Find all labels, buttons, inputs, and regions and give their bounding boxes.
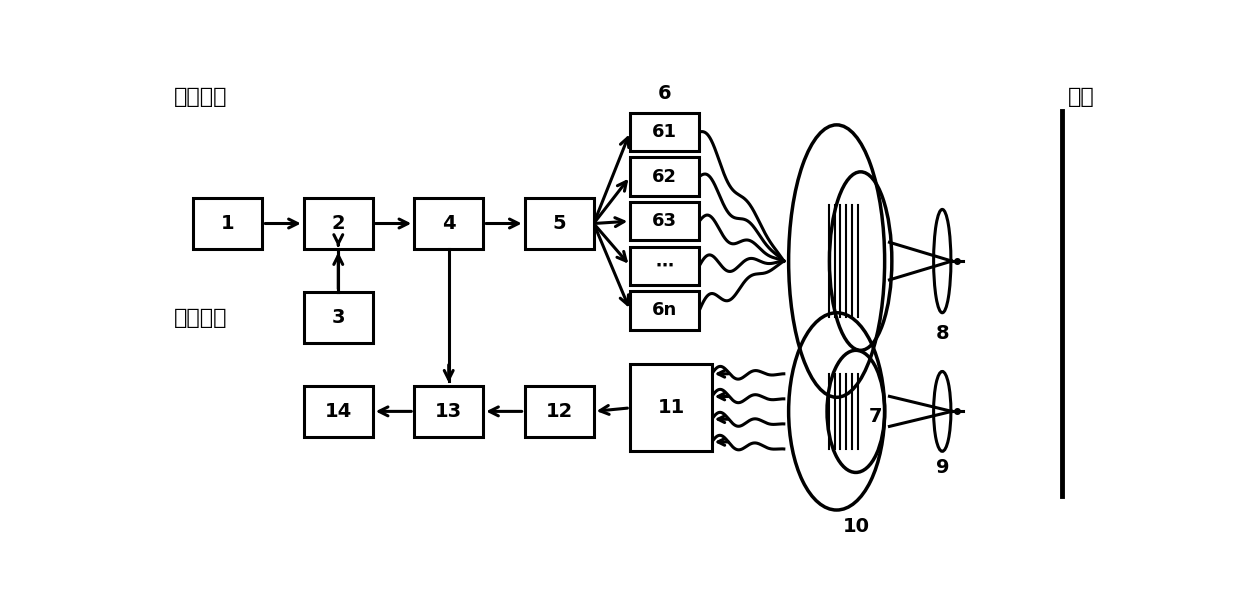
Bar	[631, 157, 699, 196]
Bar	[631, 364, 711, 451]
Bar	[414, 198, 483, 249]
Text: ⋯: ⋯	[655, 257, 674, 274]
Text: 6n: 6n	[652, 301, 678, 320]
Text: 2: 2	[332, 214, 346, 233]
Bar	[524, 198, 593, 249]
Text: 发射系统: 发射系统	[173, 87, 228, 107]
Text: 12: 12	[545, 402, 572, 421]
Bar	[193, 198, 263, 249]
Text: 1: 1	[221, 214, 234, 233]
Text: 4: 4	[442, 214, 456, 233]
Text: 目标: 目标	[1068, 87, 1095, 107]
Text: 9: 9	[935, 458, 949, 478]
Text: 5: 5	[553, 214, 566, 233]
Text: 7: 7	[869, 407, 882, 426]
Text: 接收系统: 接收系统	[173, 308, 228, 328]
Text: 8: 8	[935, 325, 949, 343]
Text: 3: 3	[332, 308, 344, 327]
Text: 14: 14	[325, 402, 352, 421]
Text: 11: 11	[658, 398, 685, 417]
Bar	[524, 386, 593, 437]
Bar	[631, 246, 699, 285]
Text: 6: 6	[658, 84, 672, 103]
Bar	[631, 113, 699, 151]
Bar	[414, 386, 483, 437]
Text: 63: 63	[652, 212, 678, 230]
Text: 62: 62	[652, 168, 678, 185]
Bar	[304, 292, 373, 343]
Bar	[304, 386, 373, 437]
Text: 13: 13	[435, 402, 462, 421]
Text: 61: 61	[652, 123, 678, 141]
Bar	[304, 198, 373, 249]
Text: 10: 10	[843, 517, 870, 536]
Bar	[631, 291, 699, 329]
Bar	[631, 202, 699, 240]
